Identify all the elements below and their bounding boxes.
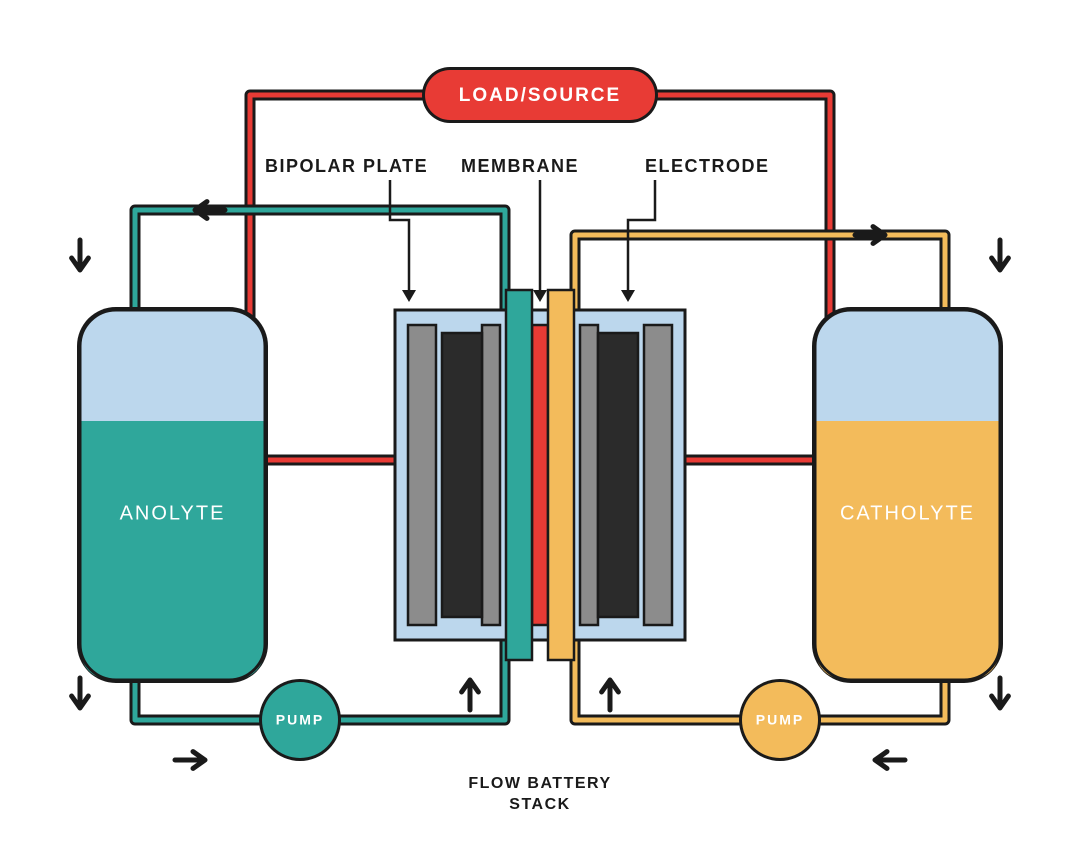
catholyte-label: CATHOLYTE — [840, 502, 975, 525]
bipolar-plate-label: BIPOLAR PLATE — [265, 156, 428, 177]
anolyte-tank — [77, 307, 268, 683]
flow-battery-diagram: LOAD/SOURCE PUMP PUMP BIPOLAR PLATE MEMB… — [0, 0, 1080, 848]
stack-label-line1: FLOW BATTERY — [468, 775, 611, 793]
anolyte-label: ANOLYTE — [120, 502, 226, 525]
diagram-svg: LOAD/SOURCE PUMP PUMP — [0, 0, 1080, 848]
svg-text:PUMP: PUMP — [276, 712, 324, 728]
electrode-label: ELECTRODE — [645, 156, 770, 177]
catholyte-tank — [812, 307, 1003, 683]
flow-battery-stack — [395, 290, 685, 660]
stack-label-line2: STACK — [509, 796, 570, 814]
left-pump: PUMP — [259, 679, 341, 761]
callout-lines — [390, 180, 655, 302]
load-source-pill: LOAD/SOURCE — [422, 67, 658, 123]
load-source-label: LOAD/SOURCE — [459, 85, 621, 106]
right-pump: PUMP — [739, 679, 821, 761]
membrane-label: MEMBRANE — [461, 156, 579, 177]
svg-text:PUMP: PUMP — [756, 712, 804, 728]
